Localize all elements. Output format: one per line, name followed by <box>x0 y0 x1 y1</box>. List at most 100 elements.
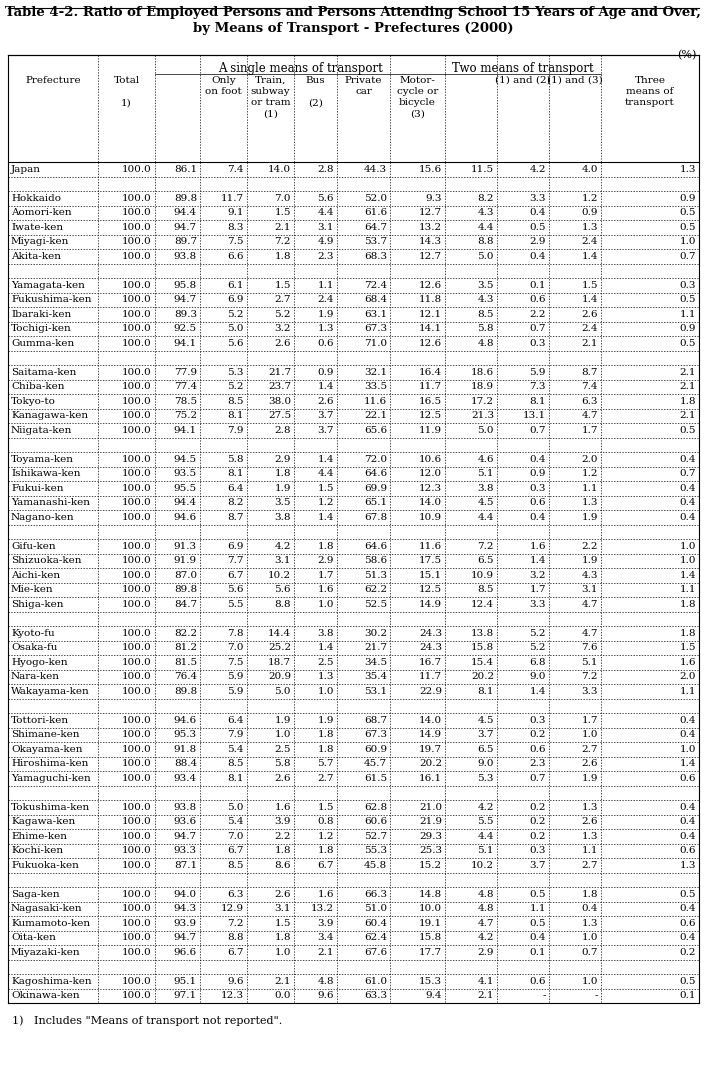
Text: 93.3: 93.3 <box>174 846 197 855</box>
Text: Prefecture: Prefecture <box>25 76 81 85</box>
Text: 100.0: 100.0 <box>122 382 152 391</box>
Text: 1.8: 1.8 <box>317 731 334 739</box>
Text: 93.8: 93.8 <box>174 803 197 811</box>
Text: 3.3: 3.3 <box>530 600 546 609</box>
Text: 1.9: 1.9 <box>317 715 334 725</box>
Text: 1.7: 1.7 <box>317 571 334 579</box>
Text: Two means of transport: Two means of transport <box>452 62 594 75</box>
Text: 5.7: 5.7 <box>317 759 334 768</box>
Text: 3.5: 3.5 <box>274 499 291 507</box>
Text: 3.2: 3.2 <box>530 571 546 579</box>
Text: 1.1: 1.1 <box>581 846 598 855</box>
Text: 12.5: 12.5 <box>419 412 442 420</box>
Text: 91.8: 91.8 <box>174 745 197 754</box>
Text: 16.5: 16.5 <box>419 396 442 406</box>
Text: 4.5: 4.5 <box>477 499 494 507</box>
Text: by Means of Transport - Prefectures (2000): by Means of Transport - Prefectures (200… <box>193 22 513 35</box>
Text: 72.4: 72.4 <box>364 281 387 290</box>
Text: 1.0: 1.0 <box>679 541 696 551</box>
Text: 94.1: 94.1 <box>174 426 197 435</box>
Text: 7.0: 7.0 <box>228 832 244 841</box>
Text: 7.5: 7.5 <box>228 658 244 666</box>
Text: 55.3: 55.3 <box>364 846 387 855</box>
Text: 5.0: 5.0 <box>228 803 244 811</box>
Text: 0.5: 0.5 <box>679 426 696 435</box>
Text: 0.5: 0.5 <box>679 208 696 217</box>
Text: 1.8: 1.8 <box>679 600 696 609</box>
Text: Ibaraki-ken: Ibaraki-ken <box>11 309 71 319</box>
Text: 22.9: 22.9 <box>419 687 442 696</box>
Text: 0.4: 0.4 <box>679 715 696 725</box>
Text: Chiba-ken: Chiba-ken <box>11 382 64 391</box>
Text: 1.6: 1.6 <box>317 585 334 595</box>
Text: 100.0: 100.0 <box>122 731 152 739</box>
Text: Yamaguchi-ken: Yamaguchi-ken <box>11 774 90 783</box>
Text: 18.7: 18.7 <box>268 658 291 666</box>
Text: 100.0: 100.0 <box>122 919 152 928</box>
Text: 94.7: 94.7 <box>174 832 197 841</box>
Text: Japan: Japan <box>11 164 41 174</box>
Text: Fukuoka-ken: Fukuoka-ken <box>11 860 79 870</box>
Text: 94.7: 94.7 <box>174 295 197 304</box>
Text: 4.8: 4.8 <box>477 904 494 914</box>
Text: Akita-ken: Akita-ken <box>11 252 61 260</box>
Text: 2.1: 2.1 <box>679 382 696 391</box>
Text: 2.9: 2.9 <box>317 556 334 565</box>
Text: 12.7: 12.7 <box>419 252 442 260</box>
Text: 1.8: 1.8 <box>581 890 598 898</box>
Text: 2.1: 2.1 <box>274 223 291 232</box>
Text: 1.2: 1.2 <box>317 832 334 841</box>
Text: 1.4: 1.4 <box>530 556 546 565</box>
Text: 0.6: 0.6 <box>530 977 546 986</box>
Text: 2.4: 2.4 <box>581 325 598 333</box>
Text: 4.4: 4.4 <box>477 832 494 841</box>
Text: 12.3: 12.3 <box>221 991 244 1001</box>
Text: 4.7: 4.7 <box>581 628 598 638</box>
Text: 5.2: 5.2 <box>228 382 244 391</box>
Text: Toyama-ken: Toyama-ken <box>11 455 74 464</box>
Text: 4.4: 4.4 <box>317 208 334 217</box>
Text: Total

1): Total 1) <box>113 76 139 107</box>
Text: 8.1: 8.1 <box>477 687 494 696</box>
Text: 20.9: 20.9 <box>268 672 291 682</box>
Text: 64.6: 64.6 <box>364 541 387 551</box>
Text: 5.3: 5.3 <box>477 774 494 783</box>
Text: 66.3: 66.3 <box>364 890 387 898</box>
Text: 11.7: 11.7 <box>419 672 442 682</box>
Text: Gumma-ken: Gumma-ken <box>11 339 74 347</box>
Text: 16.4: 16.4 <box>419 368 442 377</box>
Text: 11.8: 11.8 <box>419 295 442 304</box>
Text: Ishikawa-ken: Ishikawa-ken <box>11 469 81 478</box>
Text: 93.9: 93.9 <box>174 919 197 928</box>
Text: 100.0: 100.0 <box>122 628 152 638</box>
Text: 2.2: 2.2 <box>274 832 291 841</box>
Text: 52.5: 52.5 <box>364 600 387 609</box>
Text: 100.0: 100.0 <box>122 396 152 406</box>
Text: 2.7: 2.7 <box>274 295 291 304</box>
Text: 20.2: 20.2 <box>471 672 494 682</box>
Text: 1.0: 1.0 <box>274 947 291 957</box>
Text: Kagoshima-ken: Kagoshima-ken <box>11 977 92 986</box>
Text: 0.1: 0.1 <box>679 991 696 1001</box>
Text: 0.4: 0.4 <box>679 933 696 942</box>
Text: 87.1: 87.1 <box>174 860 197 870</box>
Text: Oita-ken: Oita-ken <box>11 933 56 942</box>
Text: 8.7: 8.7 <box>228 513 244 522</box>
Text: Fukui-ken: Fukui-ken <box>11 484 64 492</box>
Text: 1.4: 1.4 <box>530 687 546 696</box>
Text: 5.6: 5.6 <box>228 339 244 347</box>
Text: 6.9: 6.9 <box>228 541 244 551</box>
Text: 7.6: 7.6 <box>581 644 598 652</box>
Text: 0.5: 0.5 <box>679 977 696 986</box>
Text: 11.5: 11.5 <box>471 164 494 174</box>
Text: Tokushima-ken: Tokushima-ken <box>11 803 90 811</box>
Text: 4.2: 4.2 <box>274 541 291 551</box>
Text: 6.7: 6.7 <box>228 571 244 579</box>
Text: 67.6: 67.6 <box>364 947 387 957</box>
Text: 1.4: 1.4 <box>679 571 696 579</box>
Text: 9.3: 9.3 <box>426 194 442 203</box>
Text: 0.6: 0.6 <box>679 774 696 783</box>
Text: 6.3: 6.3 <box>581 396 598 406</box>
Text: 2.2: 2.2 <box>530 309 546 319</box>
Text: 8.7: 8.7 <box>581 368 598 377</box>
